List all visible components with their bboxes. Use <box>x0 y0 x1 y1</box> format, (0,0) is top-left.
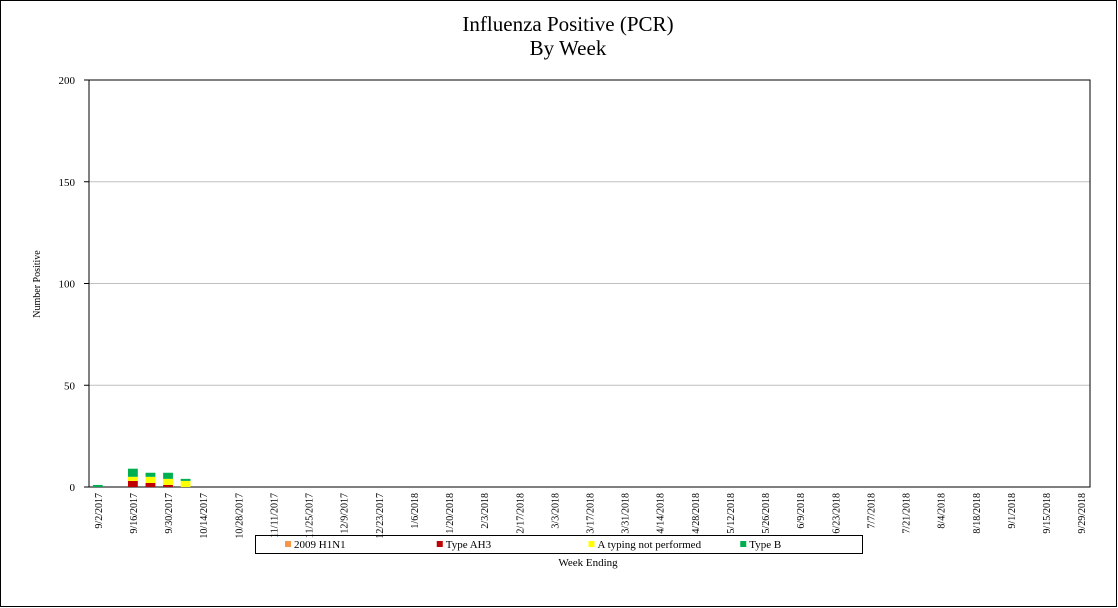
x-tick-label: 5/26/2018 <box>761 493 772 534</box>
bar-segment <box>180 478 191 481</box>
bar-segment <box>145 476 156 483</box>
legend-label: A typing not performed <box>598 539 702 551</box>
x-axis-label: Week Ending <box>558 557 618 569</box>
x-tick-label: 1/6/2018 <box>410 493 421 529</box>
x-tick-label: 9/16/2017 <box>129 493 140 534</box>
x-tick-label: 2/3/2018 <box>480 493 491 529</box>
bar-segment <box>92 484 103 487</box>
x-tick-label: 5/12/2018 <box>726 493 737 534</box>
y-tick-label: 200 <box>59 75 76 87</box>
chart-subtitle: By Week <box>530 36 607 60</box>
legend-label: Type B <box>749 539 781 551</box>
x-tick-label: 8/4/2018 <box>937 493 948 529</box>
x-tick-label: 3/3/2018 <box>550 493 561 529</box>
x-tick-label: 6/9/2018 <box>796 493 807 529</box>
x-tick-label: 4/14/2018 <box>656 493 667 534</box>
legend-swatch <box>436 541 443 547</box>
legend-label: 2009 H1N1 <box>294 539 346 551</box>
x-tick-label: 11/25/2017 <box>305 493 316 538</box>
legend-box <box>255 535 863 554</box>
x-tick-label: 9/1/2018 <box>1007 493 1018 529</box>
bar-segment <box>127 480 138 487</box>
chart-title: Influenza Positive (PCR) <box>462 12 673 36</box>
legend-label: Type AH3 <box>446 539 492 551</box>
x-tick-label: 9/15/2018 <box>1042 493 1053 534</box>
y-tick-label: 0 <box>70 482 76 494</box>
plot-area <box>88 79 1091 488</box>
x-tick-label: 2/17/2018 <box>515 493 526 534</box>
legend-swatch <box>285 541 291 547</box>
x-tick-label: 1/20/2018 <box>445 493 456 534</box>
x-tick-label: 9/2/2017 <box>94 493 105 529</box>
x-tick-label: 12/9/2017 <box>340 493 351 534</box>
x-tick-label: 8/18/2018 <box>972 493 983 534</box>
y-tick-label: 100 <box>59 279 76 291</box>
x-tick-label: 9/30/2017 <box>164 493 175 534</box>
x-tick-label: 4/28/2018 <box>691 493 702 534</box>
bar-segment <box>163 472 173 479</box>
x-tick-label: 3/31/2018 <box>621 493 632 534</box>
y-axis-label: Number Positive <box>32 250 43 318</box>
x-tick-label: 12/23/2017 <box>375 493 386 539</box>
bar-segment <box>163 478 173 485</box>
bar-segment <box>145 482 156 487</box>
x-tick-label: 6/23/2018 <box>831 493 842 534</box>
bar-segment <box>163 484 173 487</box>
bar-segment <box>180 480 191 487</box>
x-tick-label: 7/21/2018 <box>902 493 913 534</box>
x-tick-label: 11/11/2017 <box>269 493 280 538</box>
bar-segment <box>127 468 138 477</box>
legend-swatch <box>588 541 595 547</box>
legend-swatch <box>740 541 747 547</box>
y-tick-label: 150 <box>59 177 76 189</box>
x-tick-label: 10/28/2017 <box>234 493 245 539</box>
y-tick-label: 50 <box>64 380 76 392</box>
x-tick-label: 3/17/2018 <box>586 493 597 534</box>
x-tick-label: 9/29/2018 <box>1077 493 1088 534</box>
bar-segment <box>145 472 156 477</box>
bar-segment <box>127 476 138 481</box>
x-tick-label: 10/14/2017 <box>199 493 210 539</box>
x-tick-label: 7/7/2018 <box>866 493 877 529</box>
